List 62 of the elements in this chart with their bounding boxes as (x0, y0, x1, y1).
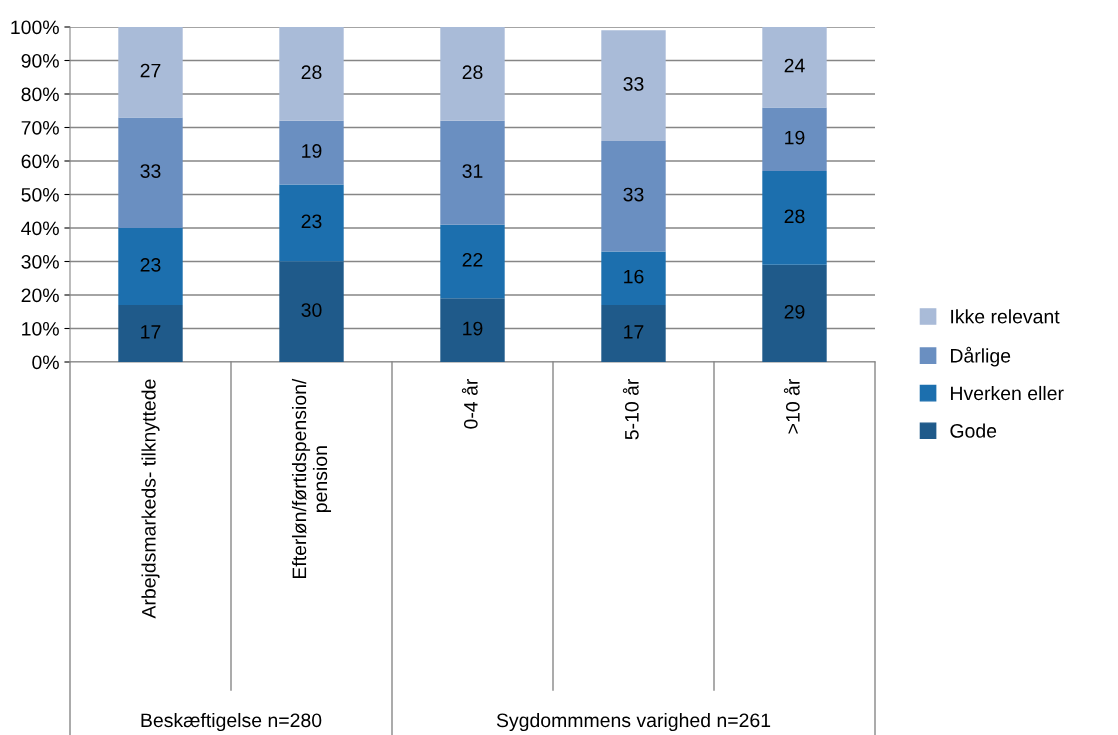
bar (118, 305, 183, 362)
data-label: 22 (462, 252, 483, 267)
data-label: 33 (623, 187, 644, 202)
y-tick-label: 100% (11, 20, 59, 35)
bar (601, 140, 666, 252)
bar (601, 305, 666, 362)
data-label: 28 (462, 65, 483, 80)
x-tick-label: Efterløn/førtidspension/ pension (291, 378, 332, 579)
data-label: 28 (784, 209, 805, 224)
data-label: 23 (301, 214, 322, 229)
data-label: 29 (784, 304, 805, 319)
y-tick-label: 50% (21, 187, 59, 202)
data-label: 17 (141, 325, 161, 339)
data-label: 24 (784, 58, 805, 73)
bar (440, 120, 505, 225)
legend-label: Dårlige (951, 346, 1011, 367)
x-tick-label: 5-10 år (622, 378, 639, 440)
bar (762, 171, 827, 265)
data-label: 33 (623, 77, 644, 91)
bar (440, 27, 505, 121)
bar (279, 184, 344, 262)
y-tick-label: 70% (21, 120, 59, 135)
data-label: 19 (463, 321, 483, 336)
text: Beskæftigelse n=280 (141, 712, 322, 732)
data-label: 16 (624, 269, 644, 284)
text: Sygdommmens varighed n=261 (496, 712, 771, 732)
y-tick-label: 20% (21, 288, 59, 303)
data-label: 31 (462, 164, 483, 178)
data-label: 33 (140, 164, 161, 178)
bar (601, 251, 666, 306)
y-tick-label: 0% (32, 355, 59, 370)
y-tick-label: 90% (21, 53, 59, 68)
bar (601, 30, 666, 141)
y-tick-label: 10% (22, 321, 59, 336)
bar (279, 120, 344, 185)
y-tick-label: 80% (21, 87, 59, 102)
y-tick-label: 30% (21, 254, 59, 269)
data-label: 19 (302, 144, 322, 158)
bar (762, 264, 827, 362)
data-label: 28 (301, 65, 322, 80)
data-label: 27 (140, 63, 161, 78)
bar (118, 27, 183, 118)
y-tick-label: 40% (21, 221, 59, 236)
y-tick-label: 60% (21, 154, 59, 169)
bar (279, 261, 344, 362)
legend-label: Gode (950, 423, 997, 438)
data-label: 30 (301, 303, 322, 317)
data-label: 23 (140, 257, 161, 272)
bar (118, 228, 183, 306)
x-tick-label: 0-4 år (461, 378, 478, 429)
bar (440, 224, 505, 299)
bar (118, 117, 183, 228)
legend-label: Hverken eller (951, 385, 1064, 401)
bar (279, 27, 344, 121)
x-tick-label: >10 år (783, 378, 800, 434)
bar (440, 298, 505, 362)
x-tick-label: Arbejdsmarkeds- tilknyttede (141, 379, 160, 619)
legend-label: Ikke relevant (951, 309, 1060, 324)
bar (762, 107, 827, 172)
data-label: 17 (624, 325, 644, 339)
bar (762, 27, 827, 108)
data-label: 19 (785, 130, 805, 145)
